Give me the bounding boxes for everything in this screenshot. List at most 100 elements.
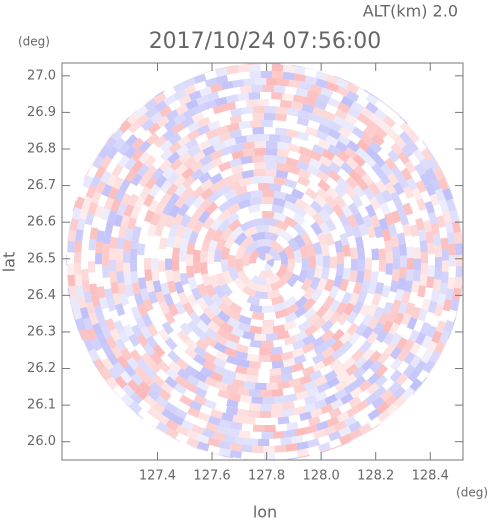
echo-cell [296, 160, 310, 171]
echo-cell [402, 185, 415, 199]
echo-cell [247, 204, 261, 214]
echo-cell [360, 429, 371, 437]
echo-cell [275, 169, 289, 179]
echo-cell [196, 380, 210, 392]
echo-cell [103, 232, 112, 245]
echo-cell [262, 175, 275, 184]
echo-cell [178, 94, 192, 106]
echo-cell [317, 179, 331, 192]
echo-cell [389, 369, 403, 383]
echo-cell [338, 213, 350, 228]
echo-cell [252, 127, 264, 135]
echo-cell [146, 323, 159, 337]
echo-cell [217, 389, 231, 400]
echo-cell [385, 251, 394, 264]
echo-cell [282, 64, 295, 74]
echo-cell [334, 388, 348, 401]
echo-cell [391, 166, 404, 180]
echo-cell [371, 163, 384, 177]
echo-cell [345, 363, 359, 377]
echo-cell [348, 396, 362, 409]
echo-cell [237, 64, 250, 73]
echo-cell [318, 116, 332, 128]
y-tick-label: 26.8 [27, 141, 56, 156]
echo-cell [252, 424, 265, 432]
echo-cell [108, 259, 117, 272]
echo-cell [116, 248, 124, 261]
echo-cell [303, 286, 316, 301]
echo-cell [367, 282, 377, 295]
echo-cell [434, 245, 442, 258]
echo-cell [203, 351, 217, 364]
echo-cell [326, 186, 340, 200]
echo-cell [134, 387, 148, 400]
echo-cell [303, 307, 317, 321]
echo-cell [374, 108, 388, 121]
echo-cell [401, 144, 414, 158]
echo-cell [336, 85, 350, 97]
echo-cell [218, 161, 232, 173]
echo-cell [265, 253, 274, 262]
echo-cell [68, 229, 77, 242]
echo-cell [153, 92, 167, 105]
echo-cell [204, 327, 219, 340]
echo-cell [246, 295, 261, 306]
echo-cell [333, 363, 348, 376]
echo-cell [122, 384, 135, 397]
echo-cell [284, 312, 298, 324]
echo-cell [96, 286, 106, 299]
echo-cell [343, 224, 355, 238]
echo-cell [328, 299, 341, 313]
echo-cell [400, 167, 413, 181]
echo-cell [255, 245, 272, 255]
echo-cell [140, 352, 154, 366]
echo-cell [457, 296, 461, 308]
echo-cell [317, 123, 331, 135]
echo-cell [270, 353, 283, 362]
echo-cell [204, 283, 217, 298]
echo-cell [192, 206, 205, 220]
echo-cell [328, 120, 342, 133]
echo-cell [195, 94, 209, 106]
echo-cell [334, 240, 344, 253]
echo-cell [166, 171, 180, 185]
echo-cell [167, 151, 181, 165]
echo-cell [107, 209, 118, 223]
echo-cell [235, 350, 248, 361]
echo-cell [251, 155, 264, 163]
echo-cell [301, 258, 309, 272]
echo-cell [204, 376, 218, 388]
echo-cell [283, 295, 298, 309]
echo-cell [210, 83, 223, 94]
radar-disk [65, 63, 463, 460]
echo-cell [314, 100, 328, 111]
echo-cell [399, 131, 412, 145]
echo-cell [271, 360, 284, 369]
echo-cell [322, 202, 335, 216]
echo-cell [355, 147, 369, 160]
echo-cell [299, 245, 309, 259]
echo-cell [163, 118, 177, 132]
echo-cell [115, 303, 126, 317]
echo-cell [130, 173, 143, 187]
echo-cell [123, 323, 135, 338]
echo-cell [260, 70, 273, 79]
echo-cell [445, 288, 455, 301]
y-tick-label: 26.0 [27, 434, 56, 449]
echo-cell [167, 280, 177, 294]
echo-cell [276, 148, 290, 158]
echo-cell [308, 112, 321, 123]
echo-cell [207, 320, 221, 334]
echo-cell [426, 325, 437, 339]
echo-cell [233, 277, 247, 292]
echo-cell [226, 65, 239, 75]
echo-cell [162, 202, 174, 216]
echo-cell [165, 367, 179, 381]
echo-cell [280, 437, 293, 446]
echo-cell [134, 195, 146, 210]
echo-cell [442, 209, 452, 223]
echo-cell [88, 348, 100, 362]
echo-cell [135, 105, 149, 118]
echo-cell [274, 444, 287, 453]
